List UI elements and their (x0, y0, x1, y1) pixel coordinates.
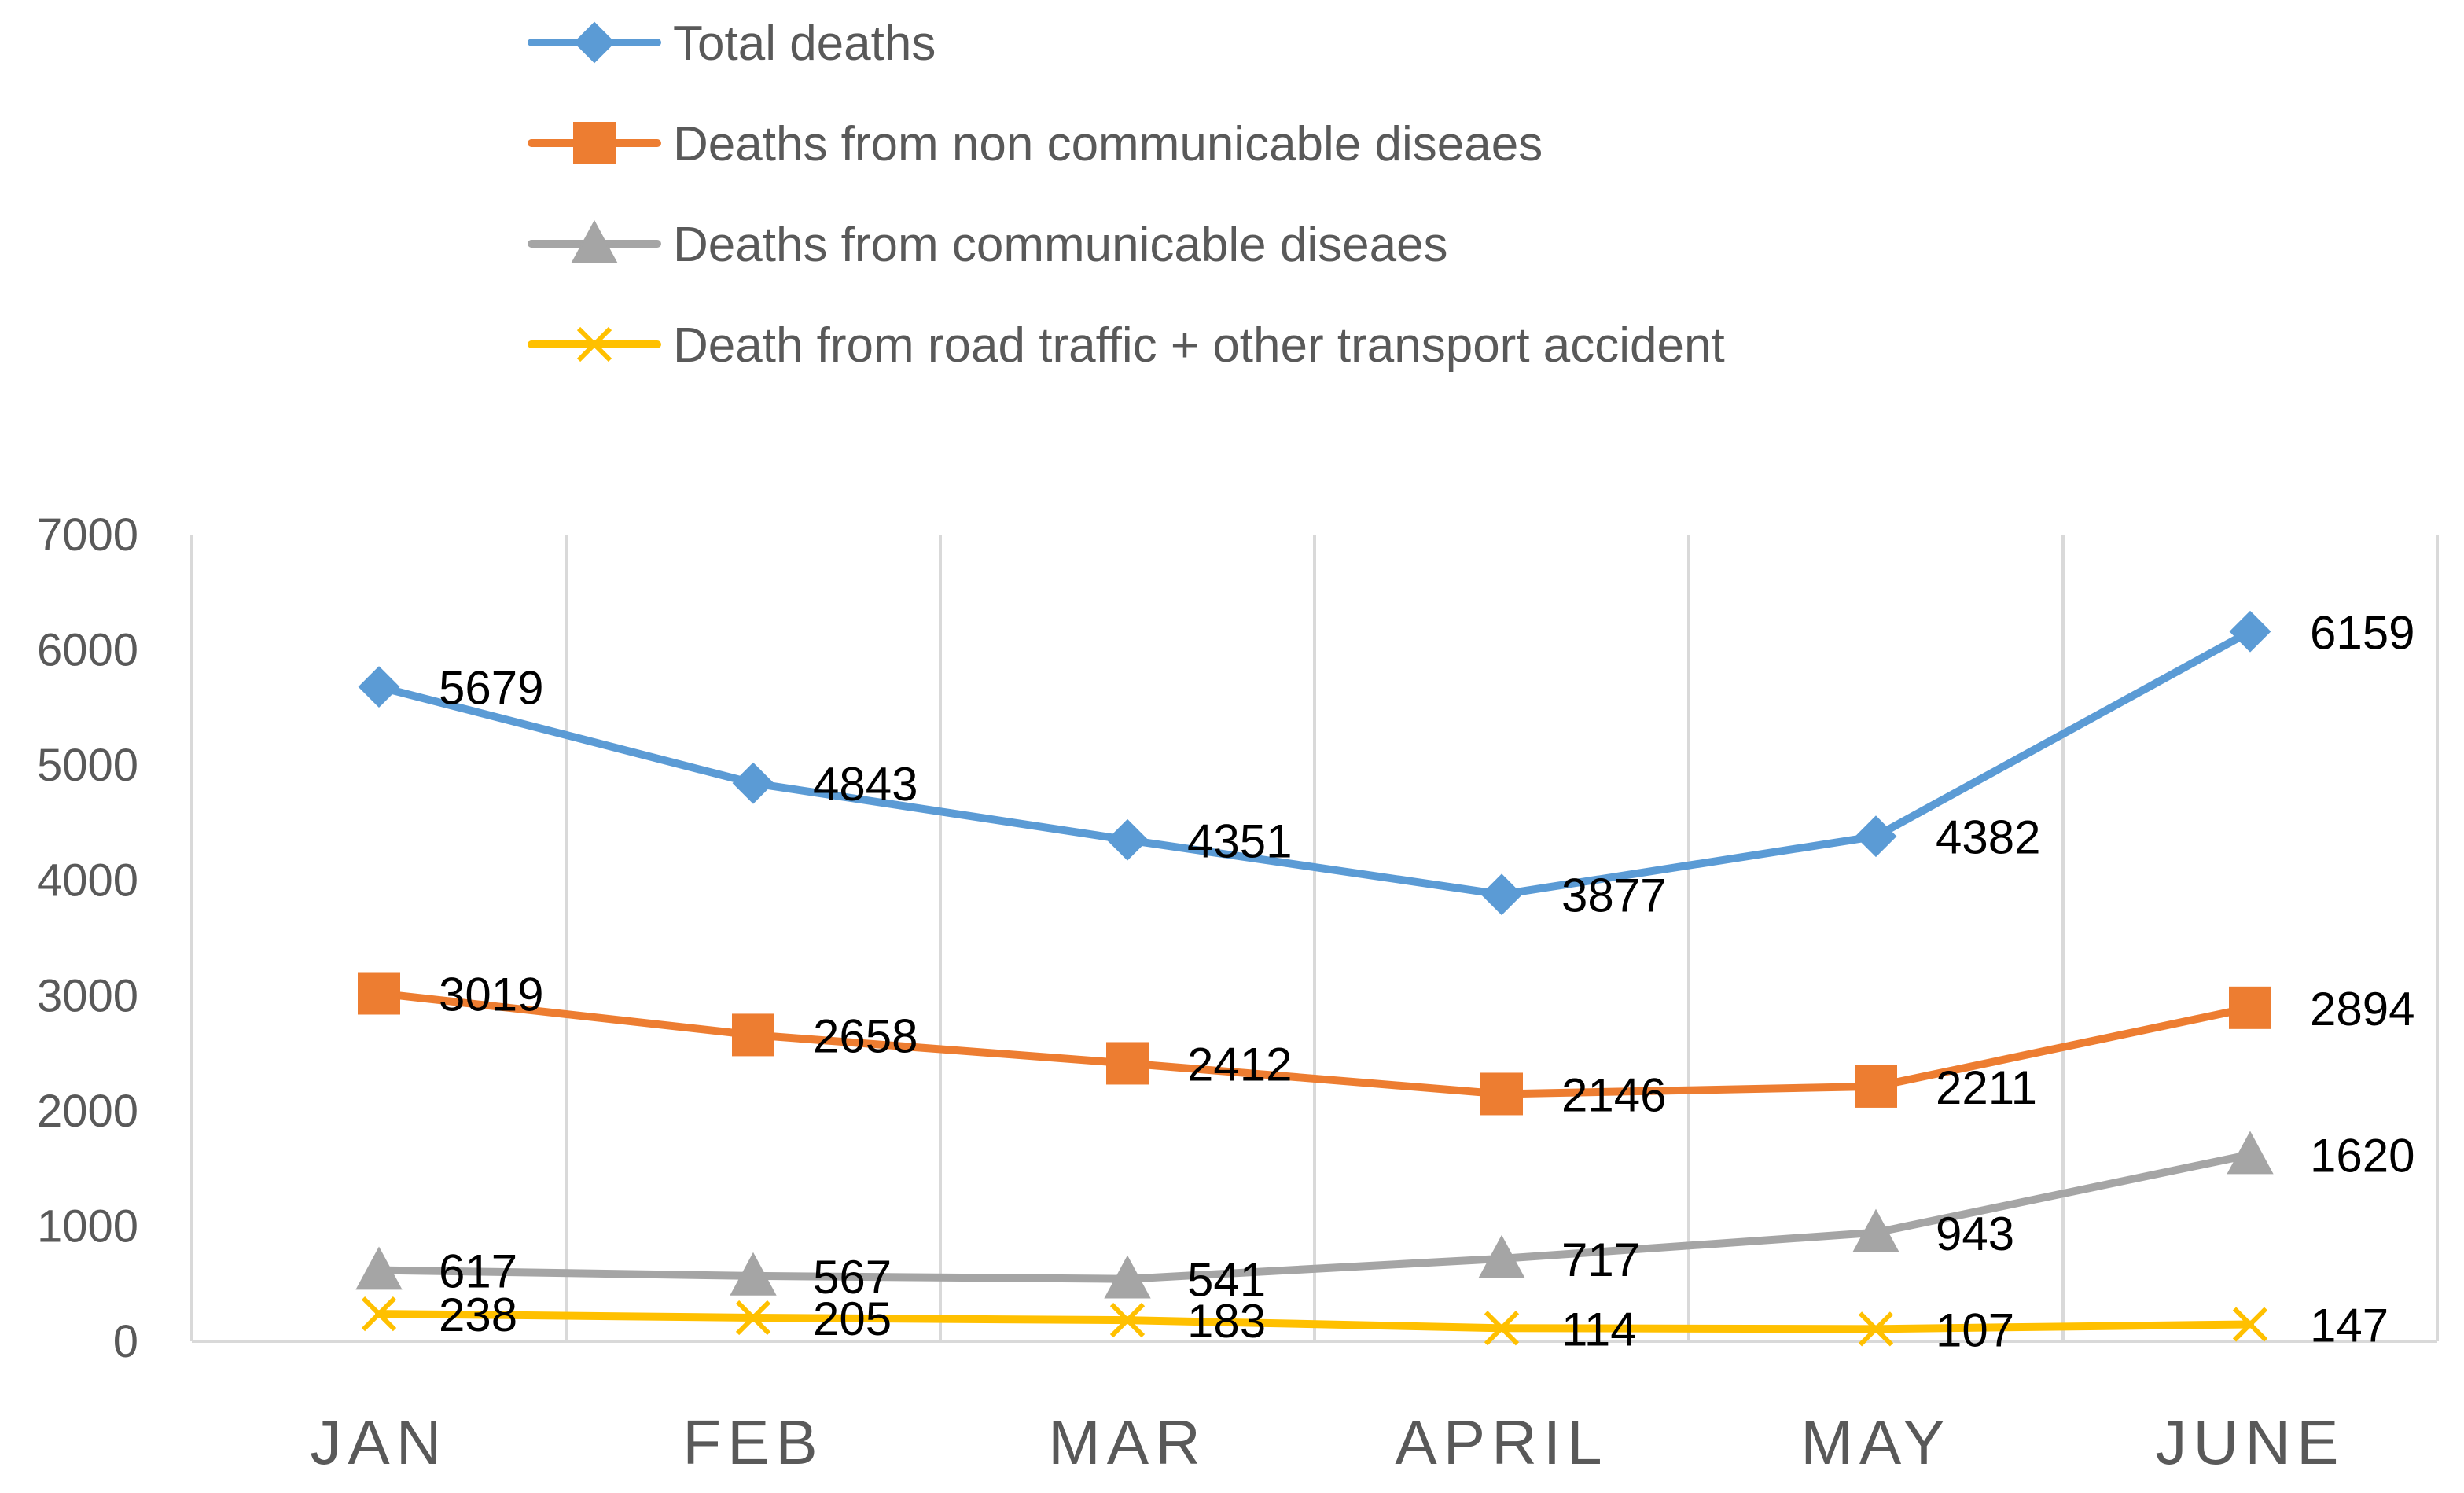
data-label-total-deaths: 4843 (813, 758, 918, 811)
data-label-deaths-from-non-communicable-diseaes: 2211 (1936, 1061, 2037, 1114)
chart-gridlines (190, 535, 2439, 1343)
data-point-deaths-from-non-communicable-diseaes (358, 972, 400, 1015)
y-tick-label: 5000 (37, 740, 138, 791)
chart-legend: Total deaths Deaths from non communicable… (528, 17, 1725, 373)
data-label-total-deaths: 5679 (439, 662, 543, 715)
legend-marker-deaths-from-communicable-diseaes (571, 219, 618, 263)
y-tick-label: 7000 (37, 509, 138, 561)
data-label-deaths-from-communicable-diseaes: 717 (1561, 1234, 1640, 1286)
data-label-death-from-road-traffic-other-transport-accident: 183 (1187, 1295, 1266, 1348)
series-line-total-deaths (375, 627, 2254, 899)
data-label-deaths-from-communicable-diseaes: 617 (439, 1245, 517, 1298)
legend-label: Total deaths (673, 17, 936, 71)
data-point-deaths-from-non-communicable-diseaes (1480, 1072, 1523, 1116)
data-label-death-from-road-traffic-other-transport-accident: 107 (1936, 1304, 2014, 1356)
y-tick-label: 2000 (37, 1086, 138, 1137)
data-label-deaths-from-communicable-diseaes: 541 (1187, 1254, 1266, 1307)
legend-label: Deaths from communicable diseaes (673, 218, 1448, 272)
data-label-total-deaths: 4382 (1936, 811, 2040, 864)
y-tick-label: 4000 (37, 855, 138, 906)
data-label-deaths-from-communicable-diseaes: 1620 (2310, 1130, 2414, 1182)
data-point-deaths-from-communicable-diseaes (1478, 1234, 1525, 1278)
data-point-total-deaths (358, 666, 400, 708)
legend-label: Deaths from non communicable diseaes (673, 117, 1543, 171)
x-tick-label: JAN (310, 1407, 447, 1477)
y-tick-label: 3000 (37, 970, 138, 1021)
series-line-deaths-from-non-communicable-diseaes (375, 989, 2254, 1098)
legend-item-total-deaths: Total deaths (528, 17, 936, 71)
data-label-deaths-from-non-communicable-diseaes: 3019 (439, 969, 543, 1021)
data-labels: 5679 4843 4351 3877 4382 6159 3019 2658 2412 2146… (439, 606, 2414, 1356)
legend-item-deaths-from-non-communicable-diseaes: Deaths from non communicable diseaes (528, 117, 1543, 171)
data-point-deaths-from-communicable-diseaes (2227, 1131, 2274, 1175)
data-label-deaths-from-non-communicable-diseaes: 2658 (813, 1009, 918, 1062)
data-label-death-from-road-traffic-other-transport-accident: 147 (2310, 1299, 2389, 1351)
x-tick-label: MAR (1048, 1407, 1207, 1477)
legend-marker-death-from-road-traffic-other-transport-accident (576, 326, 612, 362)
x-tick-label: JUNE (2156, 1407, 2345, 1477)
legend-marker-deaths-from-non-communicable-diseaes (573, 122, 616, 164)
data-point-deaths-from-non-communicable-diseaes (1106, 1042, 1149, 1085)
y-tick-label: 1000 (37, 1201, 138, 1252)
x-tick-label: MAY (1800, 1407, 1951, 1477)
data-point-death-from-road-traffic-other-transport-accident (735, 1300, 771, 1336)
data-label-total-deaths: 4351 (1187, 815, 1292, 867)
data-label-death-from-road-traffic-other-transport-accident: 238 (439, 1289, 517, 1341)
legend-item-death-from-road-traffic-other-transport-accident: Death from road traffic + other transpor… (528, 318, 1725, 373)
data-point-deaths-from-non-communicable-diseaes (1855, 1065, 1897, 1108)
data-point-deaths-from-communicable-diseaes (1852, 1208, 1899, 1252)
data-point-death-from-road-traffic-other-transport-accident (1109, 1303, 1146, 1338)
data-point-death-from-road-traffic-other-transport-accident (361, 1296, 397, 1332)
data-point-death-from-road-traffic-other-transport-accident (1484, 1311, 1520, 1346)
chart-series (355, 610, 2274, 1347)
series-line-death-from-road-traffic-other-transport-accident (375, 1310, 2254, 1333)
y-axis-ticks: 0 1000 2000 3000 4000 5000 6000 7000 (37, 509, 138, 1367)
data-label-death-from-road-traffic-other-transport-accident: 205 (813, 1293, 892, 1345)
y-tick-label: 6000 (37, 625, 138, 676)
data-label-deaths-from-communicable-diseaes: 943 (1936, 1208, 2014, 1260)
data-label-death-from-road-traffic-other-transport-accident: 114 (1561, 1303, 1637, 1355)
data-point-deaths-from-communicable-diseaes (730, 1252, 777, 1296)
data-point-total-deaths (1480, 873, 1523, 916)
legend-label: Death from road traffic + other transpor… (673, 318, 1725, 373)
data-point-deaths-from-non-communicable-diseaes (2229, 986, 2271, 1029)
data-point-deaths-from-non-communicable-diseaes (732, 1013, 774, 1057)
data-label-deaths-from-non-communicable-diseaes: 2412 (1187, 1038, 1292, 1090)
x-tick-label: APRIL (1395, 1407, 1608, 1477)
series-line-deaths-from-communicable-diseaes (375, 1150, 2254, 1283)
data-label-deaths-from-non-communicable-diseaes: 2894 (2310, 983, 2414, 1035)
data-point-deaths-from-communicable-diseaes (1104, 1255, 1151, 1299)
x-tick-label: FEB (682, 1407, 824, 1477)
legend-marker-total-deaths (573, 21, 616, 64)
data-point-total-deaths (732, 762, 774, 804)
data-label-total-deaths: 6159 (2310, 606, 2414, 659)
data-point-death-from-road-traffic-other-transport-accident (1858, 1311, 1894, 1347)
data-label-deaths-from-non-communicable-diseaes: 2146 (1561, 1068, 1666, 1121)
data-point-total-deaths (2229, 610, 2271, 653)
data-point-death-from-road-traffic-other-transport-accident (2232, 1307, 2268, 1342)
x-axis-ticks: JAN FEB MAR APRIL MAY JUNE (310, 1407, 2345, 1477)
data-point-total-deaths (1106, 818, 1149, 861)
data-label-total-deaths: 3877 (1561, 870, 1666, 922)
data-point-total-deaths (1855, 815, 1897, 858)
data-point-deaths-from-communicable-diseaes (355, 1246, 403, 1290)
legend-item-deaths-from-communicable-diseaes: Deaths from communicable diseaes (528, 218, 1448, 272)
y-tick-label: 0 (113, 1316, 138, 1367)
data-label-deaths-from-communicable-diseaes: 567 (813, 1251, 892, 1304)
